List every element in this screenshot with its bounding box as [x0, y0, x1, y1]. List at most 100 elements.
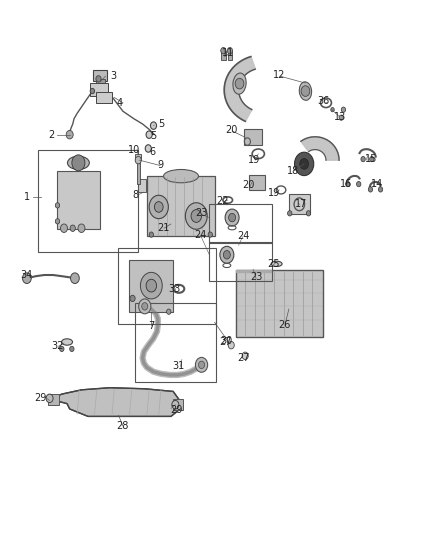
- Circle shape: [96, 76, 101, 82]
- Text: 27: 27: [237, 353, 249, 363]
- Circle shape: [149, 232, 153, 237]
- Circle shape: [220, 246, 234, 263]
- Bar: [57, 171, 100, 229]
- Circle shape: [225, 209, 239, 226]
- Circle shape: [306, 211, 311, 216]
- Circle shape: [139, 299, 151, 314]
- Text: 23: 23: [250, 272, 262, 282]
- Bar: [96, 79, 106, 86]
- Text: 5: 5: [150, 131, 157, 141]
- Bar: [38, 150, 138, 252]
- Text: 6: 6: [149, 147, 155, 157]
- Bar: [137, 159, 140, 184]
- Circle shape: [90, 88, 95, 94]
- Circle shape: [141, 272, 162, 299]
- Text: 13: 13: [334, 111, 346, 122]
- Circle shape: [60, 224, 67, 232]
- Circle shape: [72, 155, 85, 171]
- Circle shape: [300, 159, 308, 169]
- Circle shape: [339, 115, 343, 120]
- Bar: [244, 130, 262, 146]
- Bar: [249, 175, 265, 190]
- Circle shape: [70, 346, 74, 352]
- Text: 16: 16: [339, 179, 352, 189]
- Circle shape: [146, 131, 152, 139]
- Text: 29: 29: [35, 393, 47, 403]
- Circle shape: [357, 181, 361, 187]
- Bar: [138, 179, 146, 192]
- Bar: [221, 51, 226, 60]
- Bar: [96, 92, 113, 103]
- Polygon shape: [224, 56, 255, 122]
- Circle shape: [370, 157, 374, 162]
- Circle shape: [172, 400, 179, 409]
- Circle shape: [208, 232, 212, 237]
- Text: 11: 11: [222, 48, 234, 58]
- Text: 34: 34: [21, 270, 33, 280]
- Text: 19: 19: [248, 155, 260, 165]
- Text: 15: 15: [365, 154, 377, 164]
- Bar: [130, 260, 173, 312]
- Bar: [236, 270, 323, 337]
- Circle shape: [191, 209, 201, 222]
- Bar: [93, 70, 107, 82]
- Text: 1: 1: [24, 192, 30, 203]
- Text: 36: 36: [318, 95, 330, 106]
- Text: 4: 4: [117, 98, 123, 108]
- Text: 14: 14: [371, 179, 383, 189]
- Text: 5: 5: [158, 119, 165, 129]
- Polygon shape: [236, 270, 272, 272]
- Polygon shape: [49, 387, 180, 416]
- Bar: [135, 154, 141, 160]
- Text: 31: 31: [173, 361, 185, 372]
- Bar: [90, 83, 108, 96]
- Circle shape: [346, 181, 350, 187]
- Text: 24: 24: [194, 230, 207, 240]
- Circle shape: [221, 47, 226, 54]
- Text: 3: 3: [110, 71, 117, 81]
- Text: 8: 8: [132, 190, 138, 200]
- Circle shape: [368, 187, 373, 192]
- Text: 28: 28: [116, 421, 128, 431]
- Circle shape: [242, 352, 248, 360]
- Circle shape: [341, 107, 346, 112]
- Circle shape: [229, 213, 236, 222]
- Circle shape: [294, 152, 314, 175]
- Circle shape: [145, 145, 151, 152]
- Circle shape: [166, 309, 171, 314]
- Text: 27: 27: [220, 337, 232, 347]
- Text: 29: 29: [170, 405, 182, 415]
- Circle shape: [185, 203, 207, 229]
- Circle shape: [60, 346, 64, 352]
- Circle shape: [142, 303, 148, 310]
- Text: 26: 26: [278, 320, 291, 330]
- Circle shape: [150, 122, 156, 130]
- Text: 17: 17: [295, 199, 307, 209]
- Circle shape: [235, 78, 244, 89]
- Bar: [48, 394, 59, 405]
- Ellipse shape: [299, 82, 311, 100]
- Circle shape: [198, 361, 205, 368]
- Circle shape: [66, 131, 73, 139]
- Bar: [209, 241, 272, 281]
- Bar: [289, 194, 310, 214]
- Circle shape: [378, 187, 383, 192]
- Polygon shape: [301, 137, 339, 160]
- Text: 19: 19: [268, 188, 280, 198]
- Circle shape: [78, 224, 85, 232]
- Text: 23: 23: [195, 208, 208, 219]
- Text: 25: 25: [267, 260, 280, 269]
- Text: 21: 21: [157, 223, 170, 233]
- Ellipse shape: [62, 339, 73, 345]
- Circle shape: [223, 251, 230, 259]
- Circle shape: [361, 157, 365, 162]
- Circle shape: [228, 342, 234, 349]
- Circle shape: [135, 157, 141, 164]
- Bar: [147, 176, 215, 236]
- Text: 30: 30: [221, 336, 233, 346]
- Circle shape: [195, 358, 208, 372]
- Circle shape: [146, 279, 156, 292]
- Circle shape: [71, 273, 79, 284]
- Bar: [173, 399, 183, 410]
- Ellipse shape: [67, 156, 89, 169]
